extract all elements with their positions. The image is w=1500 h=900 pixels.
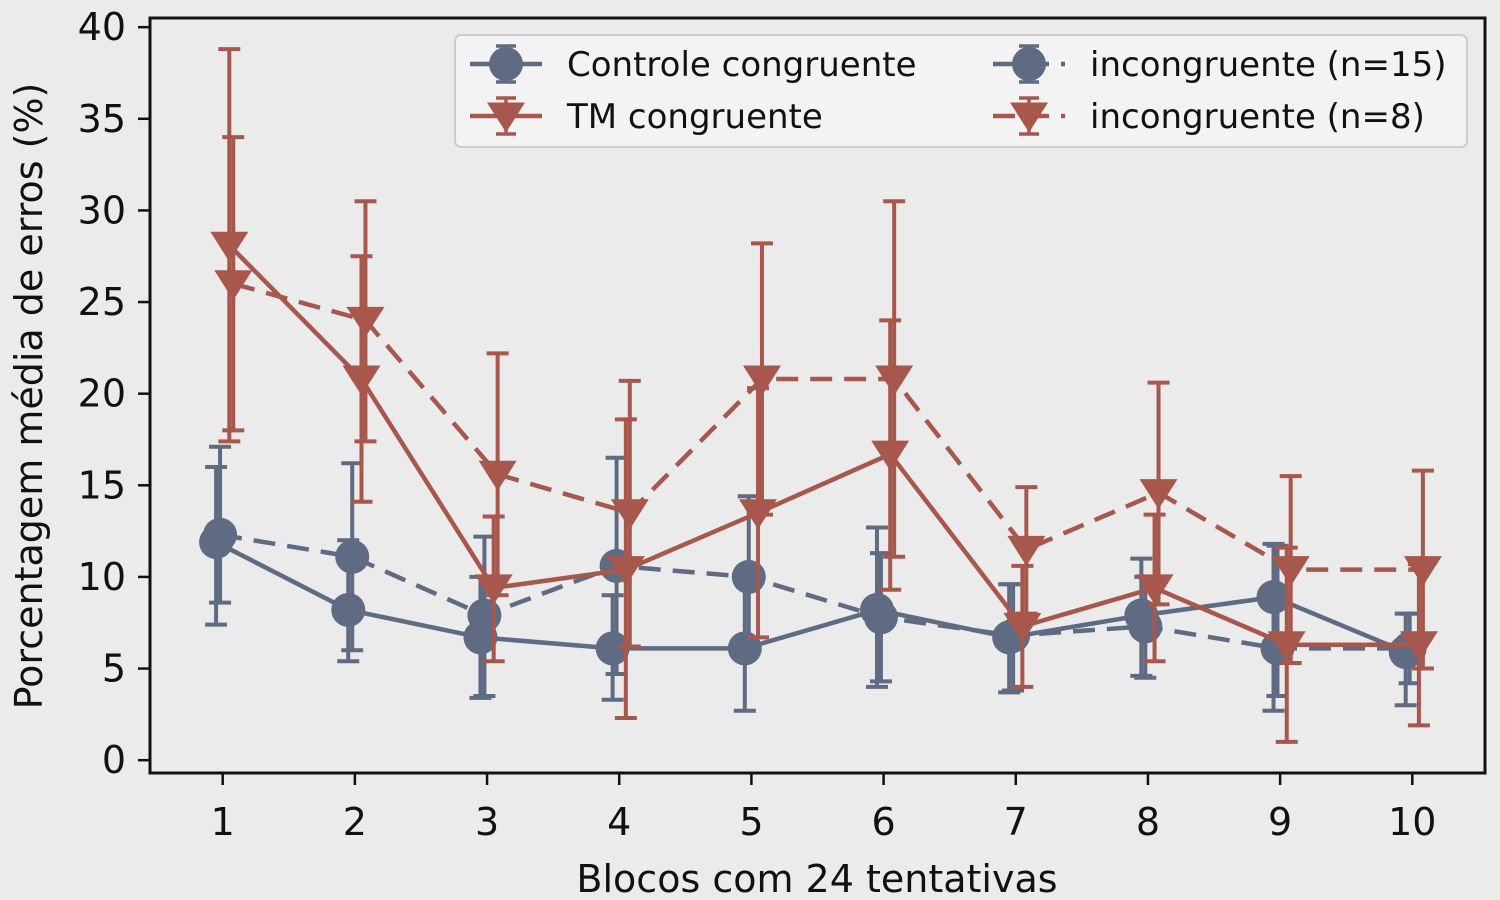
legend-entry: incongruente (n=15) xyxy=(993,44,1447,85)
y-tick-label: 5 xyxy=(102,647,126,691)
data-point xyxy=(214,270,253,301)
legend-label: Controle congruente xyxy=(567,45,917,85)
x-axis: 1 2 3 4 5 6 7 8 9 10 xyxy=(211,773,1436,844)
x-tick-label: 2 xyxy=(343,800,367,844)
legend-marker xyxy=(487,102,525,133)
data-point xyxy=(606,556,645,587)
data-point xyxy=(478,460,517,491)
data-point xyxy=(595,631,630,666)
data-point xyxy=(1267,631,1306,662)
legend-box xyxy=(454,34,1468,148)
y-axis: 0 5 10 15 20 25 30 35 40 xyxy=(78,5,150,782)
legend-marker xyxy=(1010,102,1048,133)
x-axis-label: Blocos com 24 tentativas xyxy=(576,857,1057,900)
data-point xyxy=(1256,580,1291,615)
x-tick-label: 4 xyxy=(607,800,631,844)
x-tick-label: 7 xyxy=(1004,800,1028,844)
y-tick-label: 20 xyxy=(78,372,126,416)
legend-entry: Controle congruente xyxy=(470,44,917,85)
data-point xyxy=(1399,631,1438,662)
data-point xyxy=(1128,609,1163,644)
data-point xyxy=(331,592,366,627)
series-layer xyxy=(199,47,1442,744)
y-tick-label: 30 xyxy=(78,188,126,232)
legend-marker xyxy=(1012,47,1046,81)
data-point xyxy=(1139,479,1178,510)
x-tick-label: 3 xyxy=(475,800,499,844)
data-point xyxy=(863,600,898,635)
x-tick-label: 1 xyxy=(211,800,235,844)
legend-entry: TM congruente xyxy=(470,96,823,137)
data-point xyxy=(742,365,781,396)
data-point xyxy=(1403,556,1442,587)
data-point xyxy=(210,231,249,262)
x-tick-label: 6 xyxy=(871,800,895,844)
x-tick-label: 8 xyxy=(1136,800,1160,844)
x-tick-label: 10 xyxy=(1388,800,1436,844)
legend-label: incongruente (n=15) xyxy=(1090,45,1447,85)
y-tick-label: 40 xyxy=(78,5,126,49)
y-tick-label: 0 xyxy=(102,738,126,782)
y-tick-label: 15 xyxy=(78,463,126,507)
legend-entry: incongruente (n=8) xyxy=(993,96,1425,137)
data-point xyxy=(871,440,910,471)
data-point xyxy=(731,559,766,594)
legend: Controle congruente TM congruente incongru… xyxy=(454,34,1468,148)
series-3 xyxy=(214,135,1442,671)
x-tick-label: 5 xyxy=(739,800,763,844)
data-point xyxy=(467,598,502,633)
data-point xyxy=(342,365,381,396)
data-point xyxy=(335,539,370,574)
series-line xyxy=(219,532,1410,651)
legend-marker xyxy=(489,47,523,81)
y-tick-label: 35 xyxy=(78,97,126,141)
data-point xyxy=(1135,574,1174,605)
y-tick-label: 10 xyxy=(78,555,126,599)
data-point xyxy=(203,517,238,552)
series-line xyxy=(215,540,1407,655)
y-tick-label: 25 xyxy=(78,280,126,324)
legend-label: incongruente (n=8) xyxy=(1090,97,1425,137)
data-point xyxy=(875,365,914,396)
data-point xyxy=(610,499,649,530)
x-tick-label: 9 xyxy=(1268,800,1292,844)
y-axis-label: Porcentagem média de erros (%) xyxy=(7,83,51,710)
data-point xyxy=(1271,556,1310,587)
data-point xyxy=(1003,612,1042,643)
data-point xyxy=(1007,535,1046,566)
series-line xyxy=(227,243,1419,647)
data-point xyxy=(346,306,385,337)
legend-label: TM congruente xyxy=(566,97,823,137)
data-point xyxy=(474,574,513,605)
series-line xyxy=(232,281,1423,572)
